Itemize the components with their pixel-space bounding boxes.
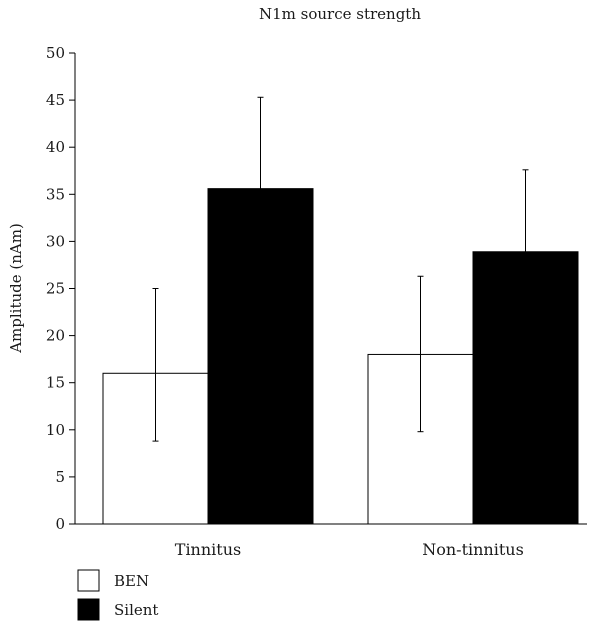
y-tick-label: 10 <box>46 421 65 439</box>
chart-title: N1m source strength <box>259 5 421 23</box>
legend-swatch-ben <box>77 569 100 592</box>
y-tick-label: 30 <box>46 232 65 250</box>
y-tick-label: 40 <box>46 138 65 156</box>
y-axis-label: Amplitude (nAm) <box>7 223 25 354</box>
x-tick-label: Tinnitus <box>175 540 241 559</box>
y-tick-label: 20 <box>46 327 65 345</box>
legend-label-silent: Silent <box>114 601 158 619</box>
y-tick-label: 50 <box>46 44 65 62</box>
y-tick-label: 25 <box>46 280 65 298</box>
y-tick-label: 45 <box>46 91 65 109</box>
plot-area: 0 5 10 15 20 25 30 35 40 45 50 Tinnitus Non-tinnitus <box>46 44 587 559</box>
legend: BEN Silent <box>77 569 158 621</box>
y-tick-label: 15 <box>46 374 65 392</box>
legend-label-ben: BEN <box>114 572 149 590</box>
y-tick-label: 0 <box>55 515 65 533</box>
x-tick-label: Non-tinnitus <box>422 540 524 559</box>
y-tick-label: 35 <box>46 185 65 203</box>
legend-swatch-silent <box>77 598 100 621</box>
y-tick-label: 5 <box>55 468 65 486</box>
